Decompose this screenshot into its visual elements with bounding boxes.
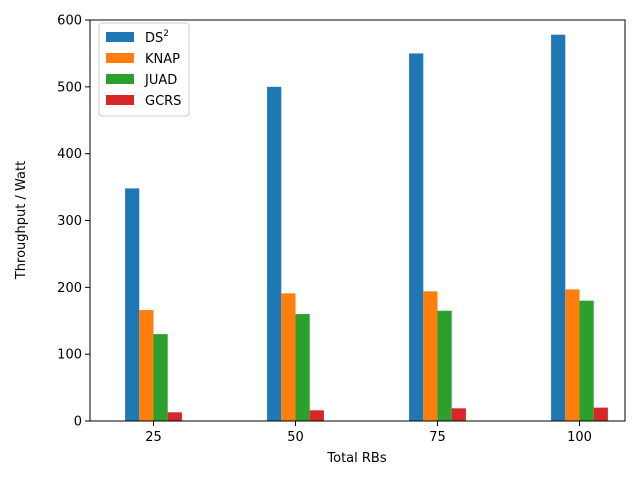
x-tick-label-50: 50 <box>287 430 304 445</box>
bar-gcrs-100 <box>593 407 608 421</box>
bar-gcrs-50 <box>309 410 324 421</box>
y-tick-label-200: 200 <box>57 281 82 296</box>
legend-swatch-knap <box>106 53 134 63</box>
x-axis-label: Total RBs <box>326 451 386 466</box>
bar-ds-50 <box>267 86 282 421</box>
legend-swatch-juad <box>106 74 134 84</box>
y-tick-label-0: 0 <box>74 415 82 430</box>
bar-gcrs-25 <box>167 412 182 421</box>
bar-juad-50 <box>295 314 310 421</box>
bar-ds-25 <box>125 188 140 421</box>
legend-swatch-gcrs <box>106 95 134 105</box>
bar-knap-25 <box>139 310 154 421</box>
y-tick-label-100: 100 <box>57 348 82 363</box>
y-axis: 0 100 200 300 400 500 600 <box>57 14 90 430</box>
bar-knap-100 <box>565 289 580 421</box>
legend: DS2 KNAP JUAD GCRS <box>98 22 190 117</box>
bar-juad-25 <box>153 334 168 421</box>
bar-juad-75 <box>437 310 452 421</box>
legend-label-juad: JUAD <box>144 73 177 88</box>
legend-label-ds: DS2 <box>145 29 169 46</box>
x-tick-label-100: 100 <box>567 430 592 445</box>
legend-swatch-ds <box>106 32 134 42</box>
x-tick-label-75: 75 <box>429 430 446 445</box>
y-tick-label-500: 500 <box>57 80 82 95</box>
legend-frame <box>98 22 190 117</box>
bar-ds-75 <box>409 53 424 422</box>
bar-gcrs-75 <box>451 408 466 421</box>
x-axis: 25 50 75 100 <box>145 421 592 445</box>
bar-juad-100 <box>579 300 594 421</box>
bar-knap-50 <box>281 293 296 421</box>
y-axis-label: Throughput / Watt <box>14 161 29 280</box>
legend-label-gcrs: GCRS <box>145 94 181 109</box>
bars-group <box>125 34 608 422</box>
x-tick-label-25: 25 <box>145 430 162 445</box>
legend-label-knap: KNAP <box>145 52 180 67</box>
bar-knap-75 <box>423 291 438 421</box>
bar-ds-100 <box>551 34 566 421</box>
y-tick-label-600: 600 <box>57 14 82 29</box>
y-tick-label-400: 400 <box>57 147 82 162</box>
y-tick-label-300: 300 <box>57 214 82 229</box>
